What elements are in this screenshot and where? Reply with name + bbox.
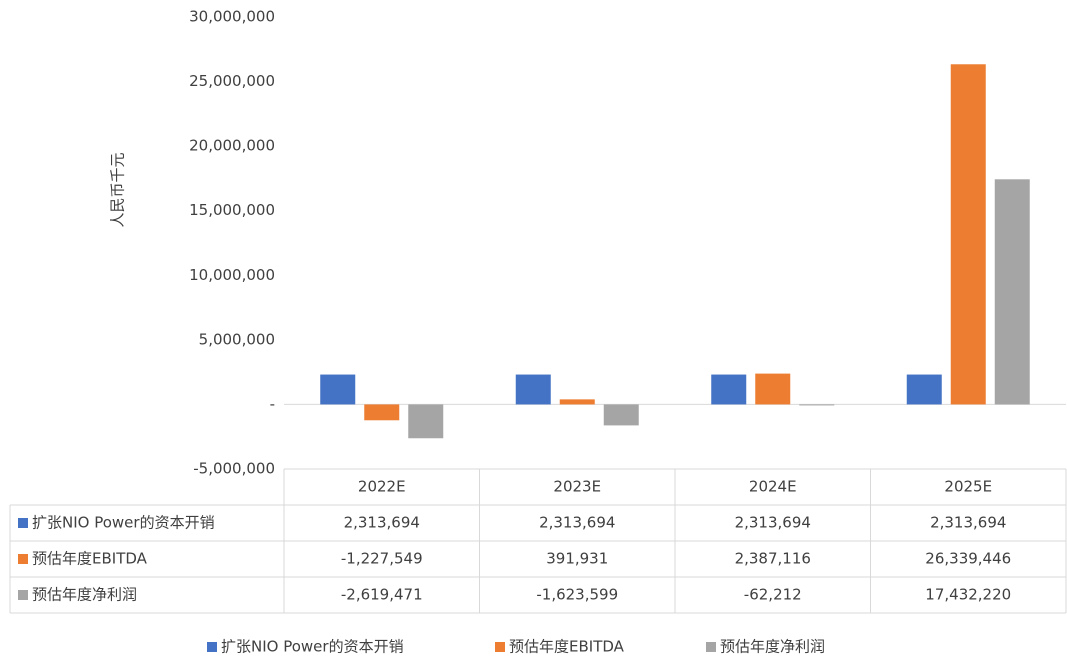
x-tick-label: 2022E xyxy=(358,478,406,496)
y-tick-label: - xyxy=(270,395,275,413)
table-cell: 2,313,694 xyxy=(344,514,420,532)
table-cell: 391,931 xyxy=(546,550,608,568)
y-tick-label: 25,000,000 xyxy=(189,72,275,90)
y-axis-label: 人民币千元 xyxy=(109,152,127,227)
table-cell: -1,227,549 xyxy=(341,550,423,568)
table-cell: -1,623,599 xyxy=(536,586,618,604)
table-cell: 2,387,116 xyxy=(735,550,811,568)
table-cell: 2,313,694 xyxy=(539,514,615,532)
y-tick-label: -5,000,000 xyxy=(193,460,275,478)
table-legend-key xyxy=(18,590,28,600)
y-tick-label: 20,000,000 xyxy=(189,137,275,155)
x-tick-label: 2023E xyxy=(553,478,601,496)
table-cell: 2,313,694 xyxy=(930,514,1006,532)
table-cell: 26,339,446 xyxy=(925,550,1011,568)
bar xyxy=(408,404,444,439)
y-tick-label: 15,000,000 xyxy=(189,201,275,219)
y-tick-label: 5,000,000 xyxy=(199,330,275,348)
table-series-name: 预估年度EBITDA xyxy=(32,550,148,568)
x-tick-label: 2025E xyxy=(944,478,992,496)
bar xyxy=(799,404,835,406)
table-legend-key xyxy=(18,554,28,564)
legend-key xyxy=(207,642,217,652)
table-cell: 17,432,220 xyxy=(925,586,1011,604)
bar xyxy=(994,179,1030,405)
legend-label: 扩张NIO Power的资本开销 xyxy=(221,638,404,656)
x-tick-label: 2024E xyxy=(749,478,797,496)
table-cell: -62,212 xyxy=(744,586,802,604)
bar xyxy=(603,404,639,426)
bar xyxy=(906,374,942,405)
table-series-name: 预估年度净利润 xyxy=(32,586,137,604)
legend-label: 预估年度净利润 xyxy=(720,638,825,656)
y-tick-label: 30,000,000 xyxy=(189,8,275,26)
bar xyxy=(320,374,356,405)
bar xyxy=(515,374,551,405)
y-tick-label: 10,000,000 xyxy=(189,266,275,284)
bar xyxy=(950,64,986,405)
bar xyxy=(364,404,400,421)
table-legend-key xyxy=(18,518,28,528)
table-series-name: 扩张NIO Power的资本开销 xyxy=(32,514,215,532)
bar xyxy=(711,374,747,405)
bar xyxy=(755,373,791,405)
table-cell: -2,619,471 xyxy=(341,586,423,604)
legend-key xyxy=(495,642,505,652)
bar xyxy=(559,399,595,405)
table-cell: 2,313,694 xyxy=(735,514,811,532)
legend-label: 预估年度EBITDA xyxy=(509,638,625,656)
legend-key xyxy=(706,642,716,652)
